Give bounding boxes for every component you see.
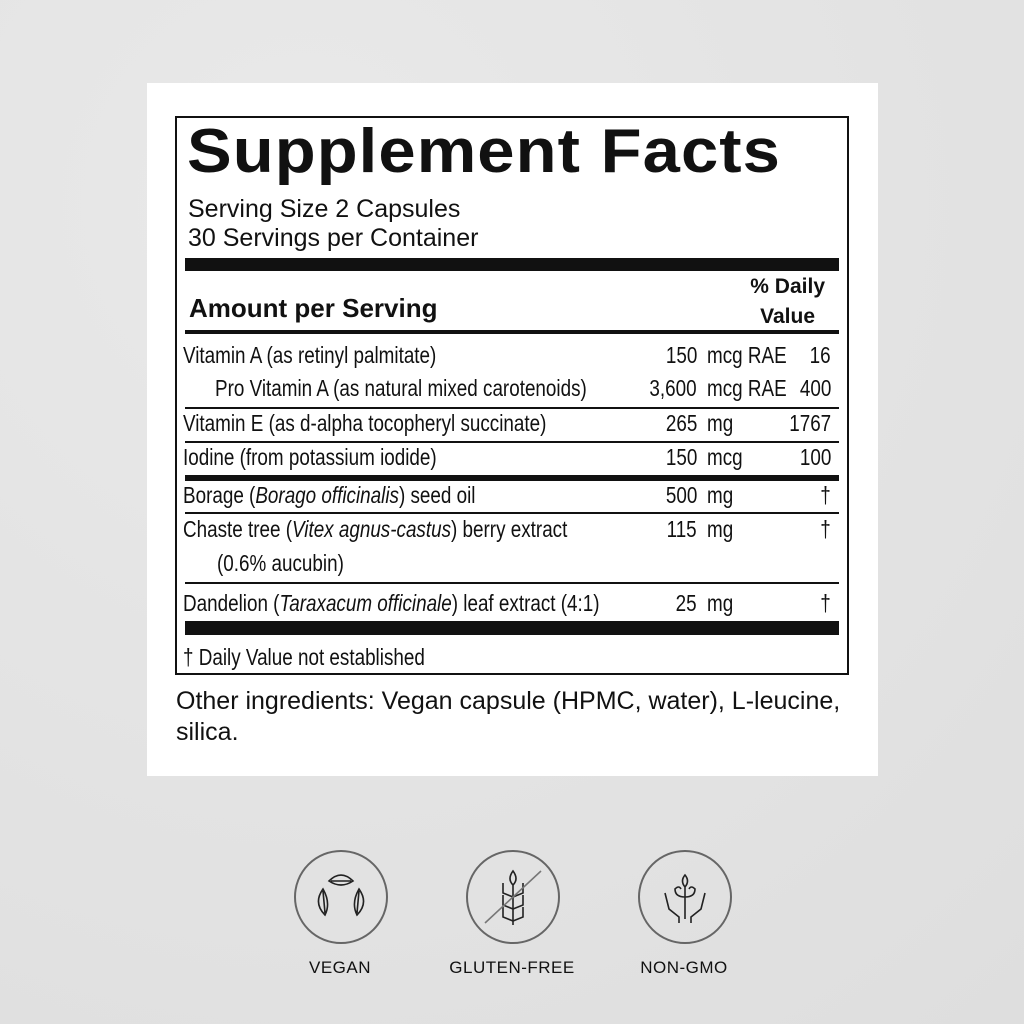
row-daily-value: 1767 <box>789 410 831 436</box>
supplement-facts-label: Supplement Facts Serving Size 2 Capsules… <box>175 116 849 675</box>
row-unit: mg <box>707 590 734 616</box>
thick-divider <box>185 621 839 635</box>
non-gmo-badge <box>638 850 732 944</box>
amount-header: Amount per Serving <box>189 293 438 323</box>
row-unit: mcg RAE <box>707 375 787 401</box>
row-name: Vitamin A (as retinyl palmitate) <box>183 342 437 368</box>
dv-header-2: Value <box>760 305 815 328</box>
thick-divider <box>185 475 839 481</box>
row-amount: 115 <box>666 516 697 542</box>
row-daily-value: † <box>820 482 831 508</box>
vegan-badge <box>294 850 388 944</box>
row-name: Borage (Borago officinalis) seed oil <box>183 482 476 508</box>
other-ingredients: Other ingredients: Vegan capsule (HPMC, … <box>176 687 841 746</box>
row-divider <box>185 441 839 443</box>
row-daily-value: 400 <box>799 375 831 401</box>
row-name: Pro Vitamin A (as natural mixed caroteno… <box>215 375 587 401</box>
row-amount: 3,600 <box>649 375 697 401</box>
servings-per-container: 30 Servings per Container <box>188 224 479 252</box>
row-name-line2: (0.6% aucubin) <box>217 550 344 576</box>
row-amount: 500 <box>665 482 697 508</box>
row-amount: 150 <box>665 444 697 470</box>
dv-header-1: % Daily <box>750 275 825 298</box>
row-unit: mcg RAE <box>707 342 787 368</box>
row-unit: mg <box>707 482 734 508</box>
footnote: † Daily Value not established <box>183 644 425 670</box>
row-amount: 265 <box>665 410 697 436</box>
row-divider <box>185 582 839 584</box>
row-name: Dandelion (Taraxacum officinale) leaf ex… <box>183 590 600 616</box>
non-gmo-label: NON-GMO <box>640 958 728 977</box>
hands-plant-icon <box>664 873 706 923</box>
wheat-crossed-icon <box>484 869 542 925</box>
row-unit: mg <box>707 516 734 542</box>
thick-divider <box>185 258 839 271</box>
row-name: Iodine (from potassium iodide) <box>183 444 437 470</box>
row-divider <box>185 407 839 409</box>
label-title: Supplement Facts <box>187 117 781 186</box>
row-name: Vitamin E (as d-alpha tocopheryl succina… <box>183 410 547 436</box>
row-amount: 150 <box>665 342 697 368</box>
gluten-free-badge <box>466 850 560 944</box>
serving-size: Serving Size 2 Capsules <box>188 195 461 223</box>
leaves-cycle-icon <box>317 874 365 917</box>
row-divider <box>185 512 839 514</box>
row-amount: 25 <box>676 590 697 616</box>
row-daily-value: 16 <box>810 342 831 368</box>
row-unit: mg <box>707 410 734 436</box>
row-unit: mcg <box>707 444 743 470</box>
row-daily-value: † <box>820 516 831 542</box>
row-daily-value: 100 <box>799 444 831 470</box>
header-divider <box>185 330 839 334</box>
row-daily-value: † <box>820 590 831 616</box>
supplement-panel <box>147 83 878 776</box>
row-name: Chaste tree (Vitex agnus-castus) berry e… <box>183 516 568 542</box>
vegan-label: VEGAN <box>308 958 372 977</box>
gluten-free-label: GLUTEN-FREE <box>449 958 575 977</box>
